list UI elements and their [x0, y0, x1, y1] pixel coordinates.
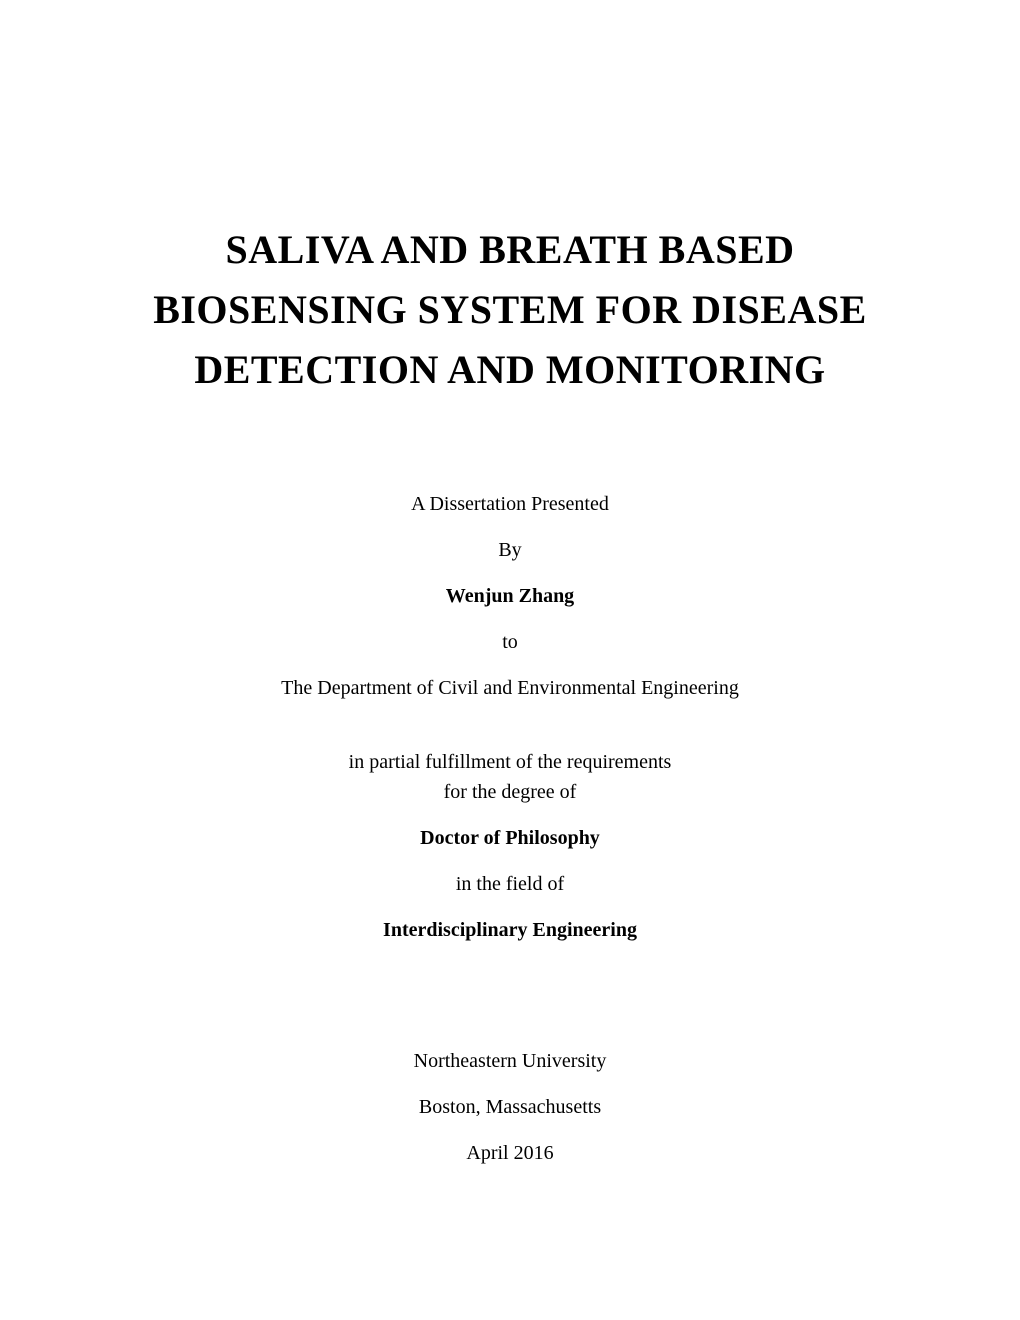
title-page-content: A Dissertation Presented By Wenjun Zhang…: [100, 490, 920, 1167]
by-label: By: [100, 536, 920, 564]
fulfillment-line-2: for the degree of: [100, 778, 920, 806]
title-line-2: BIOSENSING SYSTEM FOR DISEASE: [100, 280, 920, 340]
degree-name: Doctor of Philosophy: [100, 824, 920, 852]
field-label: in the field of: [100, 870, 920, 898]
to-label: to: [100, 628, 920, 656]
spacer: [100, 720, 920, 748]
department-name: The Department of Civil and Environmenta…: [100, 674, 920, 702]
field-name: Interdisciplinary Engineering: [100, 916, 920, 944]
author-name: Wenjun Zhang: [100, 582, 920, 610]
university-name: Northeastern University: [100, 1047, 920, 1075]
spacer: [100, 962, 920, 1047]
location: Boston, Massachusetts: [100, 1093, 920, 1121]
date: April 2016: [100, 1139, 920, 1167]
dissertation-title: SALIVA AND BREATH BASED BIOSENSING SYSTE…: [100, 220, 920, 400]
presented-label: A Dissertation Presented: [100, 490, 920, 518]
title-line-3: DETECTION AND MONITORING: [100, 340, 920, 400]
fulfillment-line-1: in partial fulfillment of the requiremen…: [100, 748, 920, 776]
title-line-1: SALIVA AND BREATH BASED: [100, 220, 920, 280]
